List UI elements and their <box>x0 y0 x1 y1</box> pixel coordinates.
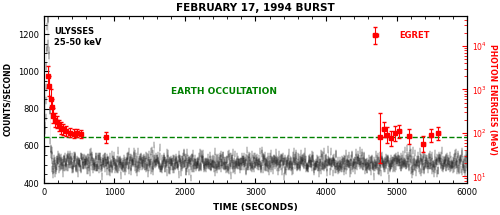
Text: EARTH OCCULTATION: EARTH OCCULTATION <box>171 86 277 95</box>
Y-axis label: PHOTON ENERGIES (MeV): PHOTON ENERGIES (MeV) <box>488 44 496 155</box>
Text: ULYSSES
25-50 keV: ULYSSES 25-50 keV <box>54 27 102 48</box>
Y-axis label: COUNTS/SECOND: COUNTS/SECOND <box>4 62 13 136</box>
Text: EGRET: EGRET <box>400 31 430 40</box>
X-axis label: TIME (SECONDS): TIME (SECONDS) <box>213 203 298 212</box>
Title: FEBRUARY 17, 1994 BURST: FEBRUARY 17, 1994 BURST <box>176 3 335 14</box>
